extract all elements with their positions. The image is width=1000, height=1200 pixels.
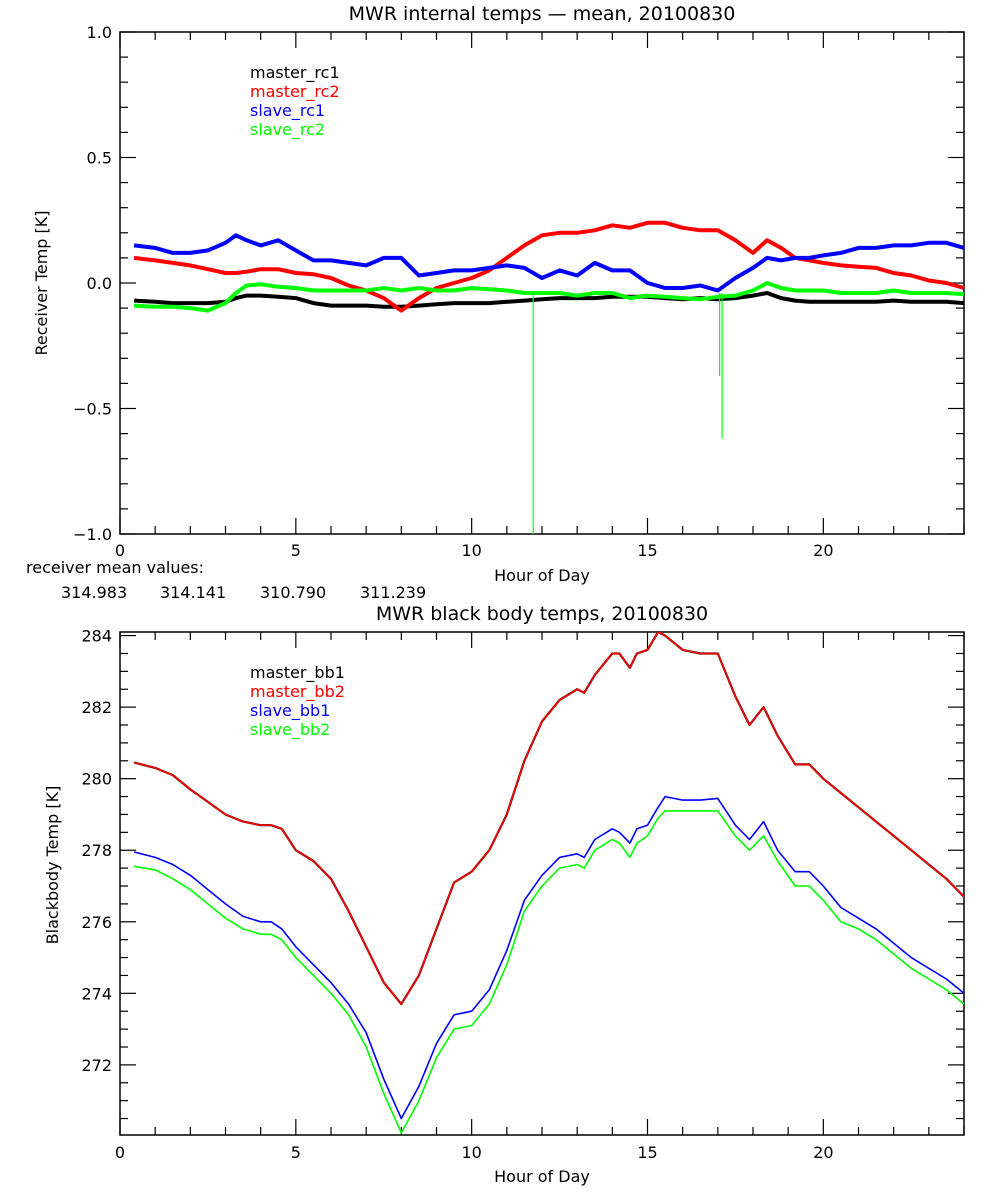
x-axis-label: Hour of Day	[494, 566, 590, 585]
receiver-mean-values: 314.983 314.141 310.790 311.239	[61, 583, 426, 602]
chart-title: MWR black body temps, 20100830	[376, 603, 708, 625]
legend-item-slave-bb2: slave_bb2	[250, 720, 330, 740]
blackbody-temps-plot: MWR black body temps, 20100830 0 5 10 15 20 …	[43, 603, 965, 1186]
x-tick-label: 10	[461, 541, 481, 560]
receiver-mean-label: receiver mean values:	[26, 558, 204, 577]
legend-item-master-rc2: master_rc2	[250, 82, 340, 102]
receiver-mean-value: 314.141	[160, 583, 226, 602]
series-line-slave-rc1	[133, 233, 965, 293]
x-tick-label: 20	[813, 1143, 833, 1162]
x-axis-ticks: 0 5 10 15 20	[115, 32, 965, 560]
series-lines	[133, 220, 965, 534]
series-line-master-bb2-overlay	[133, 631, 965, 1006]
plot-frame	[119, 31, 965, 535]
y-tick-label: 284	[81, 627, 112, 646]
x-tick-label: 5	[291, 1143, 301, 1162]
series-line-master-rc2	[133, 220, 965, 313]
legend-item-slave-rc1: slave_rc1	[250, 101, 325, 121]
x-tick-label: 5	[291, 541, 301, 560]
y-tick-label: 280	[81, 770, 112, 789]
y-tick-label: 274	[81, 984, 112, 1003]
y-axis-label: Receiver Temp [K]	[32, 210, 51, 355]
legend-item-slave-rc2: slave_rc2	[250, 120, 325, 140]
y-tick-label: 0.0	[87, 274, 112, 293]
y-tick-label: −1.0	[73, 525, 112, 544]
y-tick-label: 282	[81, 698, 112, 717]
y-tick-label: 276	[81, 913, 112, 932]
y-tick-label: 0.5	[87, 149, 112, 168]
x-axis-label: Hour of Day	[494, 1167, 590, 1186]
x-axis-ticks: 0 5 10 15 20	[115, 632, 965, 1162]
y-tick-label: 278	[81, 841, 112, 860]
chart-title: MWR internal temps — mean, 20100830	[349, 3, 736, 25]
series-lines	[133, 630, 965, 1134]
y-axis-ticks: 272 274 276 278 280 282 284	[81, 627, 964, 1120]
y-tick-label: 1.0	[87, 23, 112, 42]
receiver-temps-plot: MWR internal temps — mean, 20100830 0 5 10…	[26, 3, 965, 602]
legend-item-master-rc1: master_rc1	[250, 63, 340, 83]
x-tick-label: 0	[115, 1143, 125, 1162]
legend-item-master-bb1: master_bb1	[250, 663, 345, 683]
receiver-mean-value: 314.983	[61, 583, 127, 602]
y-tick-label: −0.5	[73, 400, 112, 419]
receiver-mean-value: 310.790	[260, 583, 326, 602]
legend-item-slave-bb1: slave_bb1	[250, 701, 330, 721]
x-tick-label: 15	[637, 541, 657, 560]
receiver-mean-value: 311.239	[360, 583, 426, 602]
series-line-slave-bb1	[133, 795, 965, 1120]
series-line-slave-rc2	[133, 281, 965, 313]
series-line-slave-bb2	[133, 810, 965, 1134]
x-tick-label: 10	[461, 1143, 481, 1162]
x-tick-label: 0	[115, 541, 125, 560]
y-tick-label: 272	[81, 1056, 112, 1075]
x-tick-label: 20	[813, 541, 833, 560]
x-tick-label: 15	[637, 1143, 657, 1162]
plot-frame	[119, 631, 965, 1136]
y-axis-ticks: −1.0 −0.5 0.0 0.5 1.0	[73, 23, 964, 544]
legend-item-master-bb2: master_bb2	[250, 682, 345, 702]
series-line-master-rc1	[133, 291, 965, 309]
y-axis-label: Blackbody Temp [K]	[43, 786, 62, 945]
